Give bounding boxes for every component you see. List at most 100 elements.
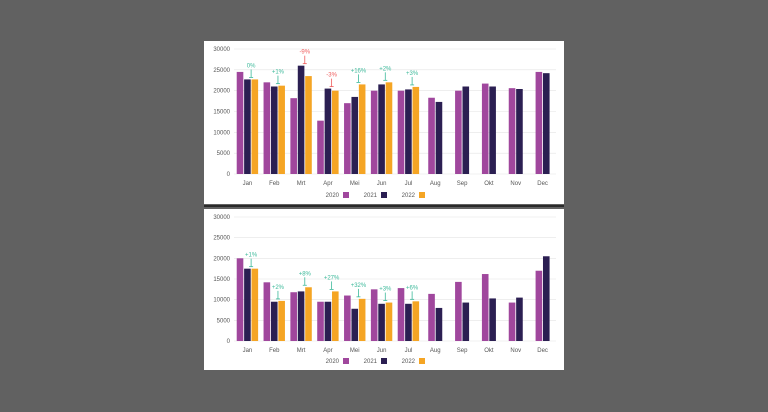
bar-2020-sep bbox=[455, 90, 462, 174]
y-tick-label: 5000 bbox=[217, 318, 231, 324]
bar-2021-jun bbox=[378, 303, 385, 341]
bar-2021-okt bbox=[489, 298, 496, 341]
change-label: +32% bbox=[351, 283, 367, 289]
x-tick-label: Apr bbox=[323, 348, 332, 354]
x-tick-label: Dec bbox=[537, 348, 548, 354]
bar-2022-jan bbox=[251, 79, 259, 174]
legend-label: 2022 bbox=[402, 193, 416, 199]
bar-2021-jan bbox=[244, 79, 251, 174]
y-tick-label: 0 bbox=[227, 339, 231, 345]
change-label: 0% bbox=[247, 63, 256, 69]
x-tick-label: Feb bbox=[269, 348, 280, 354]
y-tick-label: 30000 bbox=[213, 47, 230, 53]
bar-2021-nov bbox=[516, 297, 523, 341]
bar-2020-apr bbox=[317, 301, 324, 341]
bar-2021-nov bbox=[516, 89, 523, 174]
change-label: +27% bbox=[324, 275, 340, 281]
bar-2020-jan bbox=[236, 71, 244, 174]
bar-2020-okt bbox=[481, 83, 489, 174]
bar-2022-jun bbox=[385, 302, 393, 341]
y-tick-label: 15000 bbox=[213, 277, 230, 283]
bar-2021-apr bbox=[324, 301, 332, 341]
bar-2021-aug bbox=[435, 101, 443, 174]
bar-2020-apr bbox=[317, 120, 324, 174]
bar-2020-sep bbox=[455, 281, 462, 341]
bar-2020-jan bbox=[236, 258, 244, 341]
x-tick-label: Jan bbox=[243, 181, 253, 187]
chart-panel-top: 0 5000 10000 15000 20000 25000 30000 Jan Feb Mrt A… bbox=[204, 41, 564, 204]
x-tick-label: Mei bbox=[350, 348, 360, 354]
x-tick-label: Jul bbox=[405, 348, 413, 354]
change-label: +2% bbox=[379, 66, 392, 72]
x-tick-label: Jun bbox=[377, 348, 387, 354]
legend-swatch-2022 bbox=[419, 192, 425, 198]
bar-2022-apr bbox=[332, 291, 339, 341]
x-tick-label: Okt bbox=[484, 348, 494, 354]
bar-2020-feb bbox=[263, 282, 271, 341]
y-tick-label: 25000 bbox=[213, 236, 230, 242]
bar-2022-jan bbox=[251, 268, 259, 341]
panel-divider bbox=[204, 205, 564, 207]
bar-2022-mei bbox=[358, 298, 366, 341]
bar-2021-mei bbox=[351, 308, 359, 341]
bar-2022-jun bbox=[385, 82, 393, 174]
bar-2020-mrt bbox=[290, 98, 297, 174]
x-tick-label: Okt bbox=[484, 181, 494, 187]
bar-2021-mrt bbox=[297, 291, 305, 341]
x-tick-label: Apr bbox=[323, 181, 332, 187]
legend-swatch-2021 bbox=[381, 358, 387, 364]
x-tick-label: Mrt bbox=[297, 181, 306, 187]
y-tick-label: 30000 bbox=[213, 215, 230, 221]
bar-2020-mrt bbox=[290, 292, 297, 341]
bar-2021-sep bbox=[462, 86, 470, 174]
bar-2020-jun bbox=[370, 289, 378, 341]
x-tick-label: Aug bbox=[430, 348, 441, 354]
change-label: +16% bbox=[351, 68, 367, 74]
bar-2020-mei bbox=[344, 295, 351, 341]
bar-2020-jun bbox=[370, 90, 378, 174]
y-tick-label: 15000 bbox=[213, 110, 230, 116]
x-tick-label: Jun bbox=[377, 181, 387, 187]
y-tick-label: 20000 bbox=[213, 256, 230, 262]
chart-bottom: 0 5000 10000 15000 20000 25000 30000 Jan Feb Mrt A… bbox=[213, 215, 556, 365]
bar-2020-dec bbox=[535, 270, 543, 341]
change-label: +6% bbox=[406, 285, 419, 291]
x-tick-label: Sep bbox=[457, 181, 468, 187]
legend-swatch-2022 bbox=[419, 358, 425, 364]
legend-swatch-2021 bbox=[381, 192, 387, 198]
legend-label: 2020 bbox=[326, 359, 340, 365]
x-tick-label: Mei bbox=[350, 181, 360, 187]
x-tick-label: Nov bbox=[510, 181, 521, 187]
bar-2020-aug bbox=[428, 293, 435, 341]
bar-2021-aug bbox=[435, 307, 443, 341]
legend-swatch-2020 bbox=[343, 358, 349, 364]
x-tick-label: Nov bbox=[510, 348, 521, 354]
legend-label: 2020 bbox=[326, 193, 340, 199]
bar-2020-dec bbox=[535, 71, 543, 174]
bar-2022-jul bbox=[412, 86, 420, 174]
x-tick-label: Sep bbox=[457, 348, 468, 354]
bar-2021-jul bbox=[405, 303, 412, 341]
bar-2022-feb bbox=[278, 85, 285, 174]
legend-label: 2021 bbox=[364, 193, 378, 199]
bar-2021-feb bbox=[270, 301, 278, 341]
legend-label: 2022 bbox=[402, 359, 416, 365]
bar-2020-nov bbox=[508, 88, 516, 174]
change-label: -3% bbox=[326, 73, 337, 79]
change-label: +2% bbox=[272, 285, 285, 291]
bar-2022-mei bbox=[358, 84, 366, 174]
bar-2022-feb bbox=[278, 300, 285, 341]
x-tick-label: Jan bbox=[243, 348, 253, 354]
bar-2020-jul bbox=[397, 90, 405, 174]
chart-top: 0 5000 10000 15000 20000 25000 30000 Jan Feb Mrt A… bbox=[213, 47, 556, 199]
x-tick-label: Jul bbox=[405, 181, 413, 187]
y-tick-label: 10000 bbox=[213, 298, 230, 304]
bar-2021-dec bbox=[542, 73, 550, 174]
change-label: -9% bbox=[299, 50, 310, 56]
y-tick-label: 20000 bbox=[213, 89, 230, 95]
bar-2020-jul bbox=[397, 288, 405, 341]
bar-2020-feb bbox=[263, 82, 271, 174]
bar-2022-mrt bbox=[305, 287, 312, 341]
change-label: +1% bbox=[272, 70, 285, 76]
x-tick-label: Mrt bbox=[297, 348, 306, 354]
